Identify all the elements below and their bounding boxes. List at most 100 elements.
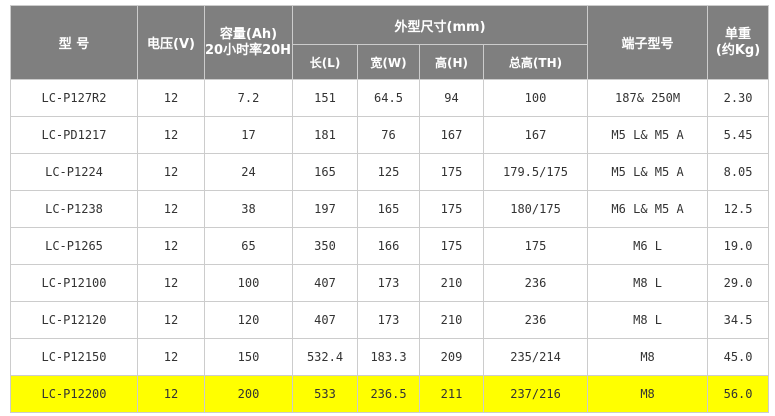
cell-width: 64.5 [357, 79, 420, 117]
table-row: LC-P12120 12 120 407 173 210 236 M8 L 34.5 [10, 301, 770, 339]
cell-height: 175 [419, 190, 484, 228]
cell-height: 210 [419, 264, 484, 302]
cell-width: 165 [357, 190, 420, 228]
cell-capacity: 65 [204, 227, 293, 265]
cell-width: 173 [357, 264, 420, 302]
cell-terminal: M5 L& M5 A [587, 116, 709, 154]
cell-voltage: 12 [137, 227, 205, 265]
cell-length: 533 [292, 375, 358, 413]
cell-weight: 29.0 [707, 264, 770, 302]
cell-voltage: 12 [137, 190, 205, 228]
cell-height: 94 [419, 79, 484, 117]
table-row: LC-P1238 12 38 197 165 175 180/175 M6 L& M5 A 12… [10, 190, 770, 228]
cell-capacity: 24 [204, 153, 293, 191]
cell-total-height: 100 [482, 79, 589, 117]
cell-model: LC-PD1217 [10, 116, 138, 154]
cell-length: 197 [292, 190, 358, 228]
table-row: LC-P127R2 12 7.2 151 64.5 94 100 187& 250M 2.30 [10, 79, 770, 117]
header-capacity: 容量(Ah) 20小时率20HR [204, 5, 293, 80]
cell-total-height: 175 [482, 227, 589, 265]
cell-terminal: M5 L& M5 A [587, 153, 709, 191]
cell-height: 175 [419, 153, 484, 191]
table-body: LC-P127R2 12 7.2 151 64.5 94 100 187& 250M 2.30 L… [10, 79, 770, 413]
header-terminal: 端子型号 [587, 5, 709, 80]
cell-width: 166 [357, 227, 420, 265]
cell-total-height: 237/216 [482, 375, 589, 413]
cell-length: 407 [292, 301, 358, 339]
cell-total-height: 180/175 [482, 190, 589, 228]
cell-weight: 12.5 [707, 190, 770, 228]
cell-model: LC-P12200 [10, 375, 138, 413]
cell-width: 76 [357, 116, 420, 154]
header-total-height: 总高(TH) [482, 44, 589, 80]
table-row: LC-P1265 12 65 350 166 175 175 M6 L 19.0 [10, 227, 770, 265]
cell-model: LC-P12120 [10, 301, 138, 339]
cell-weight: 45.0 [707, 338, 770, 376]
cell-length: 407 [292, 264, 358, 302]
cell-weight: 2.30 [707, 79, 770, 117]
cell-capacity: 200 [204, 375, 293, 413]
cell-length: 532.4 [292, 338, 358, 376]
cell-voltage: 12 [137, 375, 205, 413]
cell-terminal: M6 L [587, 227, 709, 265]
header-dimensions: 外型尺寸(mm) [291, 5, 589, 45]
cell-weight: 34.5 [707, 301, 770, 339]
header-weight-label: 单重 [725, 26, 752, 42]
cell-total-height: 235/214 [482, 338, 589, 376]
header-capacity-unit: 容量(Ah) [219, 26, 278, 42]
header-capacity-rate: 20小时率20HR [205, 42, 293, 58]
cell-voltage: 12 [137, 79, 205, 117]
cell-terminal: 187& 250M [587, 79, 709, 117]
header-voltage: 电压(V) [137, 5, 205, 80]
cell-terminal: M8 L [587, 264, 709, 302]
cell-weight: 56.0 [707, 375, 770, 413]
cell-height: 211 [419, 375, 484, 413]
cell-total-height: 167 [482, 116, 589, 154]
cell-terminal: M8 [587, 375, 709, 413]
cell-height: 175 [419, 227, 484, 265]
header-weight-unit: (约Kg) [715, 42, 761, 58]
cell-voltage: 12 [137, 264, 205, 302]
header-model: 型 号 [10, 5, 138, 80]
table-row: LC-P12200 12 200 533 236.5 211 237/216 M8 56.0 [10, 375, 770, 413]
cell-length: 350 [292, 227, 358, 265]
cell-weight: 5.45 [707, 116, 770, 154]
battery-spec-table-container: 型 号 电压(V) 容量(Ah) 20小时率20HR 外型尺寸(mm) 端子型号… [10, 5, 770, 413]
cell-model: LC-P1265 [10, 227, 138, 265]
cell-model: LC-P12100 [10, 264, 138, 302]
header-width: 宽(W) [357, 44, 420, 80]
cell-weight: 8.05 [707, 153, 770, 191]
header-unit-weight: 单重 (约Kg) [707, 5, 770, 80]
cell-model: LC-P1238 [10, 190, 138, 228]
table-row: LC-PD1217 12 17 181 76 167 167 M5 L& M5 A 5.45 [10, 116, 770, 154]
cell-width: 183.3 [357, 338, 420, 376]
table-row: LC-P12150 12 150 532.4 183.3 209 235/214 M8 45.0 [10, 338, 770, 376]
cell-total-height: 236 [482, 264, 589, 302]
cell-height: 167 [419, 116, 484, 154]
table-row: LC-P12100 12 100 407 173 210 236 M8 L 29.0 [10, 264, 770, 302]
cell-capacity: 7.2 [204, 79, 293, 117]
cell-capacity: 17 [204, 116, 293, 154]
cell-capacity: 38 [204, 190, 293, 228]
cell-height: 210 [419, 301, 484, 339]
battery-spec-table: 型 号 电压(V) 容量(Ah) 20小时率20HR 外型尺寸(mm) 端子型号… [10, 5, 770, 413]
cell-capacity: 120 [204, 301, 293, 339]
table-row: LC-P1224 12 24 165 125 175 179.5/175 M5 L& M5 A… [10, 153, 770, 191]
cell-model: LC-P1224 [10, 153, 138, 191]
cell-length: 151 [292, 79, 358, 117]
cell-weight: 19.0 [707, 227, 770, 265]
cell-length: 165 [292, 153, 358, 191]
header-length: 长(L) [292, 44, 358, 80]
cell-height: 209 [419, 338, 484, 376]
cell-model: LC-P127R2 [10, 79, 138, 117]
cell-width: 236.5 [357, 375, 420, 413]
cell-capacity: 100 [204, 264, 293, 302]
cell-model: LC-P12150 [10, 338, 138, 376]
cell-width: 125 [357, 153, 420, 191]
cell-terminal: M8 L [587, 301, 709, 339]
cell-voltage: 12 [137, 153, 205, 191]
cell-length: 181 [292, 116, 358, 154]
cell-capacity: 150 [204, 338, 293, 376]
cell-voltage: 12 [137, 301, 205, 339]
cell-width: 173 [357, 301, 420, 339]
